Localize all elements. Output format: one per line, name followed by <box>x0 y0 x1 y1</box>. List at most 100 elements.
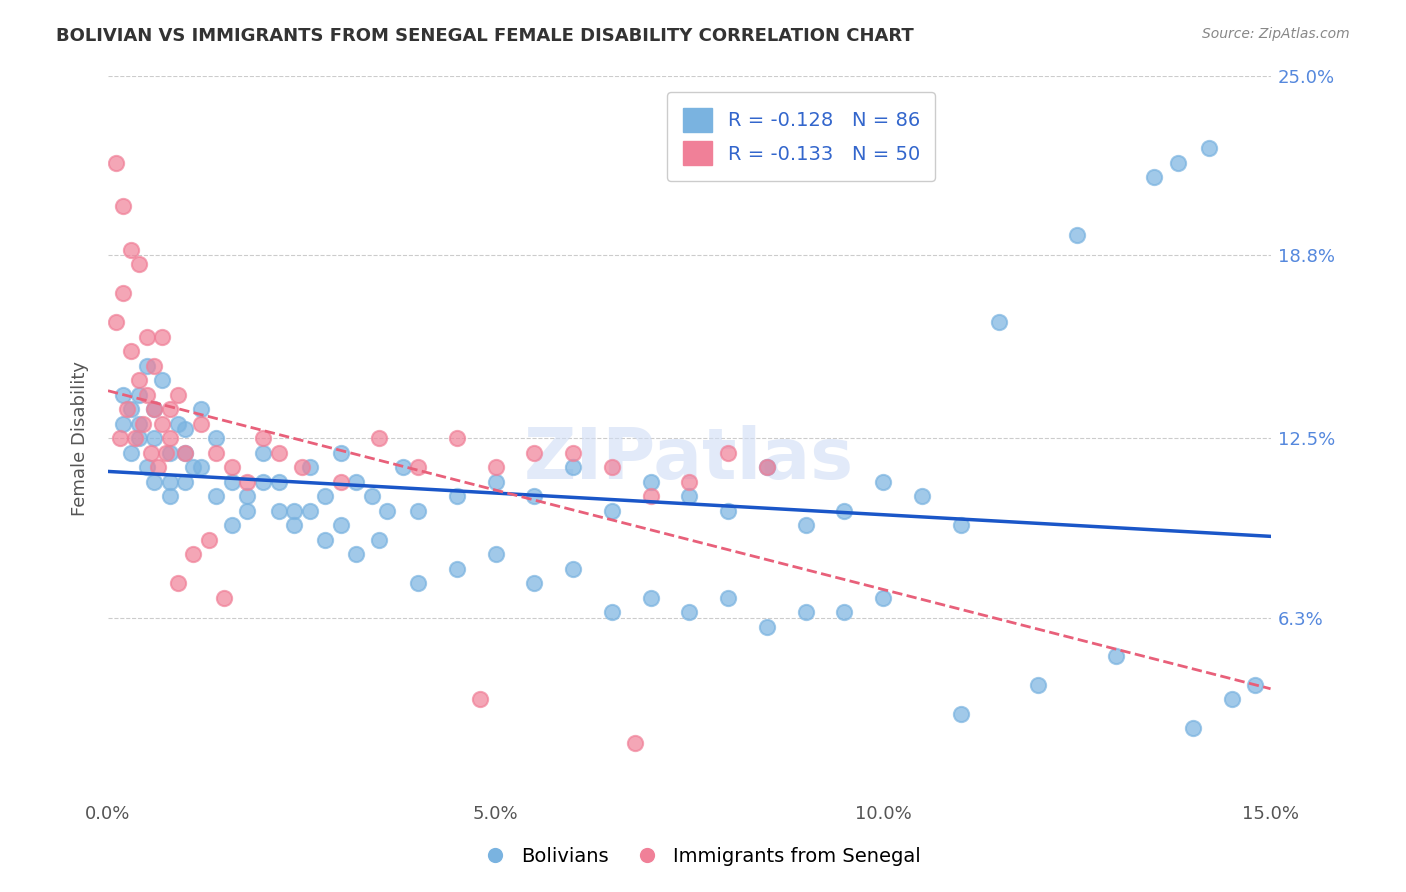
Point <box>832 605 855 619</box>
Point <box>406 576 429 591</box>
Point <box>562 561 585 575</box>
Point <box>446 431 468 445</box>
Point <box>523 445 546 459</box>
Point <box>755 619 778 633</box>
Point <box>112 417 135 431</box>
Point <box>128 387 150 401</box>
Point <box>523 489 546 503</box>
Point <box>159 402 181 417</box>
Point <box>205 489 228 503</box>
Point <box>166 576 188 591</box>
Point <box>949 518 972 533</box>
Point <box>181 460 204 475</box>
Point <box>911 489 934 503</box>
Point <box>1198 141 1220 155</box>
Point <box>148 460 170 475</box>
Point <box>190 417 212 431</box>
Point <box>446 561 468 575</box>
Point <box>236 489 259 503</box>
Point <box>406 460 429 475</box>
Point <box>717 503 740 517</box>
Point <box>120 344 142 359</box>
Point <box>174 475 197 489</box>
Point <box>523 576 546 591</box>
Point <box>104 155 127 169</box>
Point <box>190 402 212 417</box>
Y-axis label: Female Disability: Female Disability <box>72 360 89 516</box>
Point <box>143 359 166 373</box>
Point <box>197 533 219 547</box>
Point <box>150 329 173 343</box>
Point <box>872 475 894 489</box>
Point <box>112 286 135 301</box>
Point <box>104 315 127 329</box>
Point <box>484 460 506 475</box>
Point <box>108 431 131 445</box>
Point <box>205 445 228 459</box>
Point <box>150 417 173 431</box>
Point <box>329 475 352 489</box>
Point <box>375 503 398 517</box>
Point <box>368 533 391 547</box>
Point <box>832 503 855 517</box>
Point <box>128 431 150 445</box>
Point <box>717 591 740 605</box>
Point <box>678 489 700 503</box>
Point <box>794 605 817 619</box>
Point <box>298 460 321 475</box>
Point <box>678 605 700 619</box>
Point <box>174 445 197 459</box>
Point <box>135 387 157 401</box>
Point <box>391 460 413 475</box>
Point <box>221 475 243 489</box>
Point <box>360 489 382 503</box>
Point <box>159 475 181 489</box>
Point <box>717 445 740 459</box>
Point <box>291 460 314 475</box>
Point <box>124 431 146 445</box>
Point <box>143 431 166 445</box>
Point <box>236 475 259 489</box>
Point <box>298 503 321 517</box>
Point <box>1167 155 1189 169</box>
Point <box>624 736 647 750</box>
Point <box>988 315 1011 329</box>
Point <box>329 518 352 533</box>
Point <box>484 547 506 561</box>
Point <box>128 373 150 387</box>
Point <box>143 475 166 489</box>
Point <box>128 257 150 271</box>
Point <box>174 422 197 436</box>
Point <box>135 329 157 343</box>
Text: BOLIVIAN VS IMMIGRANTS FROM SENEGAL FEMALE DISABILITY CORRELATION CHART: BOLIVIAN VS IMMIGRANTS FROM SENEGAL FEMA… <box>56 27 914 45</box>
Point <box>283 503 305 517</box>
Point <box>1066 227 1088 242</box>
Point <box>600 460 623 475</box>
Point <box>143 402 166 417</box>
Point <box>143 402 166 417</box>
Point <box>468 692 491 706</box>
Point <box>446 489 468 503</box>
Point <box>1244 677 1267 691</box>
Point <box>267 445 290 459</box>
Point <box>1104 648 1126 663</box>
Point <box>368 431 391 445</box>
Point <box>872 591 894 605</box>
Point <box>212 591 235 605</box>
Point <box>112 199 135 213</box>
Point <box>755 460 778 475</box>
Text: Source: ZipAtlas.com: Source: ZipAtlas.com <box>1202 27 1350 41</box>
Point <box>562 460 585 475</box>
Point <box>1220 692 1243 706</box>
Point <box>640 591 662 605</box>
Point <box>600 605 623 619</box>
Point <box>166 417 188 431</box>
Point <box>120 445 142 459</box>
Point <box>484 475 506 489</box>
Point <box>640 489 662 503</box>
Point <box>120 402 142 417</box>
Point <box>221 518 243 533</box>
Point <box>117 402 139 417</box>
Point <box>181 547 204 561</box>
Point <box>1143 169 1166 184</box>
